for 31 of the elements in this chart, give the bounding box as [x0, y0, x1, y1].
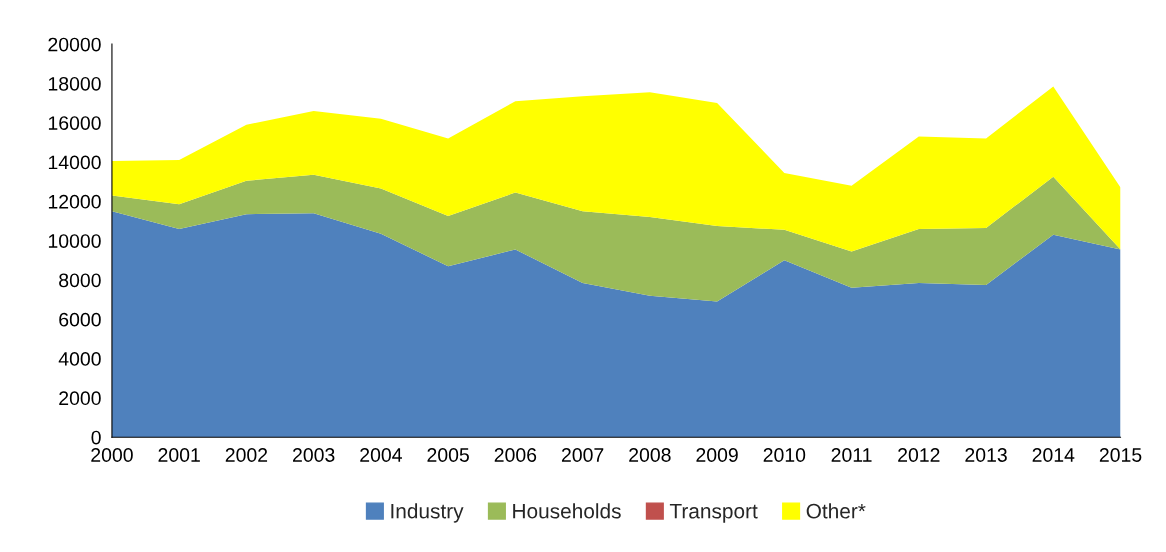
- x-tick-label: 2014: [1032, 448, 1075, 462]
- x-tick-label: 2000: [91, 448, 133, 462]
- legend-label: Transport: [669, 503, 758, 523]
- x-tick-label: 2009: [696, 448, 738, 462]
- x-tick-label: 2006: [494, 448, 537, 462]
- x-tick-label: 2001: [158, 448, 200, 462]
- x-tick-label: 2010: [763, 448, 806, 462]
- x-tick-label: 2004: [360, 448, 402, 462]
- y-tick-label: 8000: [59, 273, 101, 288]
- x-tick-label: 2002: [225, 448, 268, 462]
- y-tick-label: 0: [91, 430, 101, 445]
- y-tick-label: 4000: [58, 352, 101, 366]
- x-tick-label: 2013: [965, 448, 1007, 462]
- x-tick-label: 2003: [293, 448, 335, 462]
- x-tick-label: 2008: [629, 448, 671, 462]
- y-tick-label: 2000: [59, 391, 101, 406]
- legend-label: Households: [513, 503, 621, 519]
- y-tick-label: 12000: [48, 194, 101, 209]
- y-tick-label: 20000: [48, 37, 101, 52]
- x-tick-label: 2005: [427, 448, 469, 462]
- y-tick-label: 18000: [48, 76, 101, 91]
- legend-label: Industry: [391, 503, 464, 523]
- x-tick-label: 2015: [1099, 448, 1142, 462]
- y-tick-label: 6000: [59, 312, 101, 327]
- y-tick-label: 14000: [48, 155, 101, 170]
- x-tick-label: 2007: [561, 448, 604, 462]
- legend-label: Other*: [806, 503, 866, 519]
- y-tick-label: 10000: [48, 234, 101, 248]
- x-tick-label: 2012: [898, 448, 940, 462]
- x-tick-label: 2011: [831, 448, 872, 462]
- y-tick-label: 16000: [48, 116, 101, 130]
